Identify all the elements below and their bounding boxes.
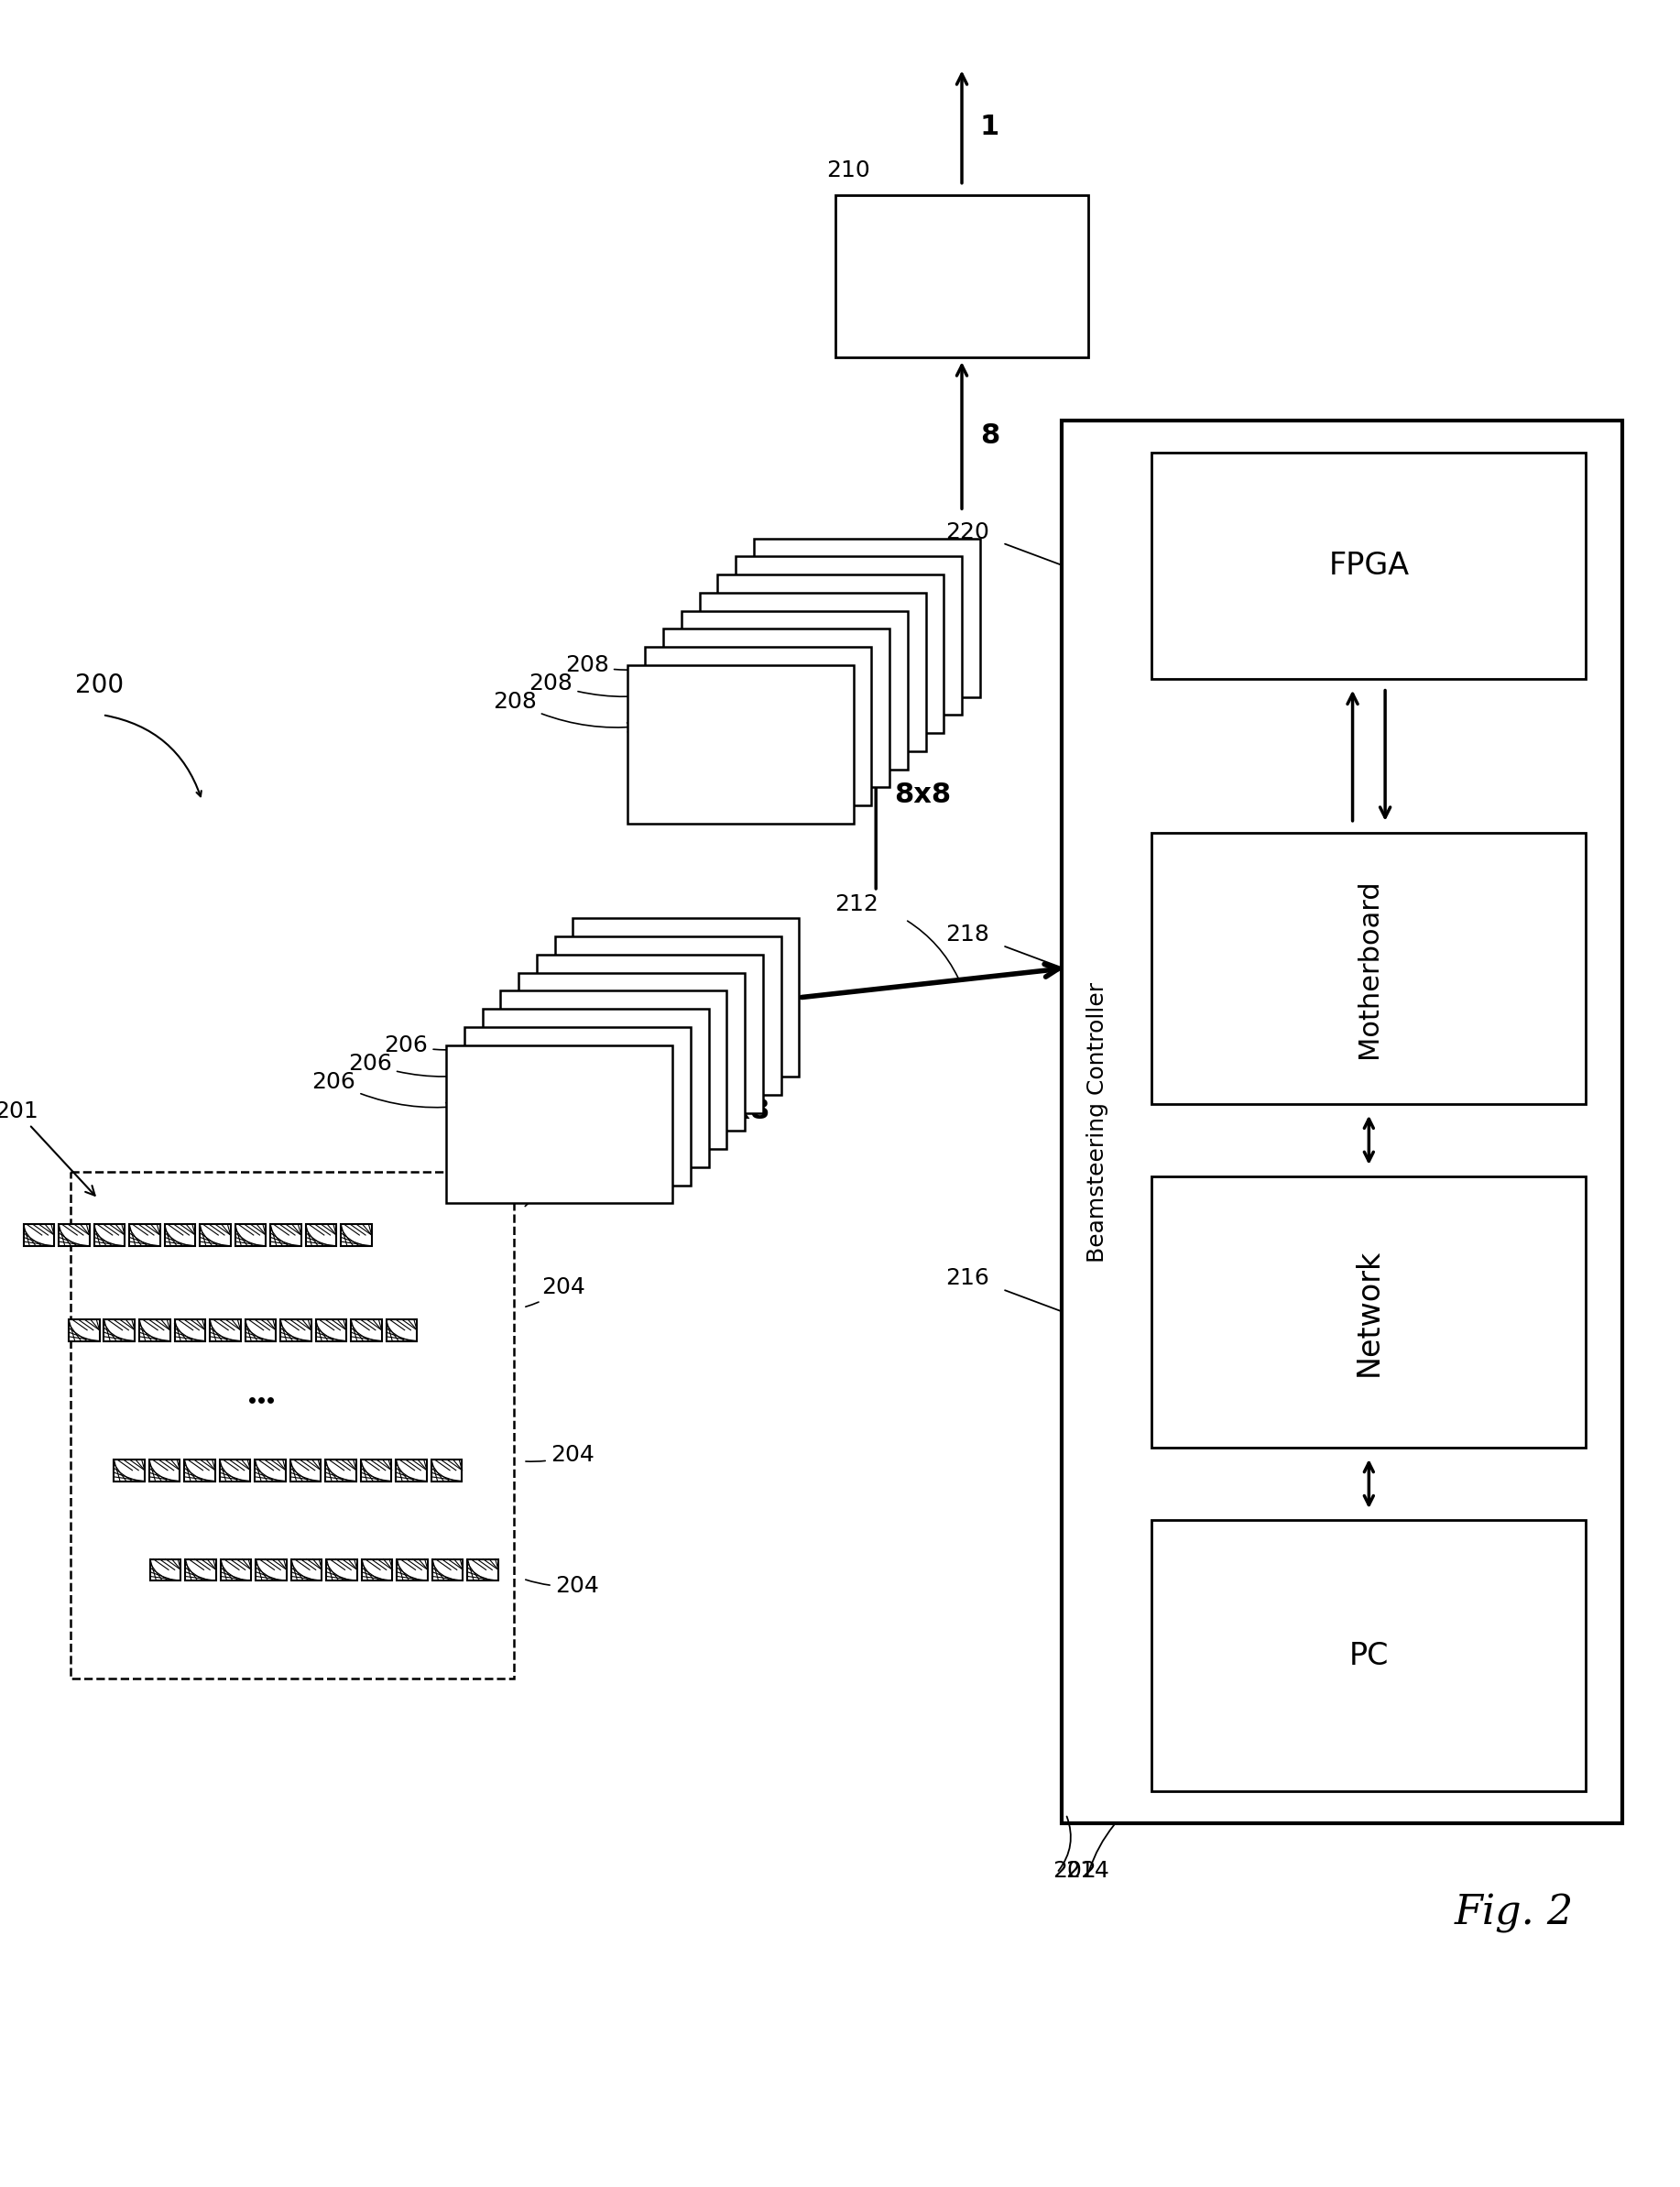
Bar — [536, 956, 763, 1113]
Text: 208: 208 — [564, 654, 709, 676]
Bar — [664, 630, 889, 787]
Bar — [255, 1459, 286, 1481]
Bar — [69, 1319, 99, 1341]
Bar — [139, 1319, 170, 1341]
Bar — [736, 555, 963, 715]
Bar — [235, 1225, 265, 1247]
Text: 204: 204 — [526, 1443, 595, 1465]
Text: Fig. 2: Fig. 2 — [1453, 1894, 1572, 1933]
Bar — [447, 1045, 672, 1203]
Text: 200: 200 — [76, 671, 124, 698]
Bar — [573, 919, 800, 1076]
Bar — [341, 1225, 371, 1247]
Bar — [386, 1319, 417, 1341]
Text: 204: 204 — [526, 1277, 585, 1308]
Text: 8: 8 — [979, 422, 1000, 448]
Bar — [129, 1225, 160, 1247]
Bar — [220, 1459, 250, 1481]
Text: 212: 212 — [835, 892, 879, 914]
Bar — [306, 1225, 336, 1247]
Bar — [1152, 1177, 1586, 1448]
Text: PC: PC — [1349, 1640, 1389, 1671]
Bar — [114, 1459, 144, 1481]
Bar — [220, 1559, 252, 1581]
Bar — [200, 1225, 230, 1247]
Bar — [185, 1559, 217, 1581]
Text: FPGA: FPGA — [1329, 551, 1410, 582]
Bar — [554, 936, 781, 1096]
Text: 201: 201 — [0, 1100, 94, 1196]
Bar — [270, 1225, 301, 1247]
Bar — [464, 1028, 690, 1185]
Bar — [210, 1319, 240, 1341]
Text: 220: 220 — [946, 521, 990, 542]
Text: 204: 204 — [526, 1575, 598, 1597]
Bar — [351, 1319, 381, 1341]
Bar — [682, 610, 907, 770]
Text: Motherboard: Motherboard — [1356, 879, 1383, 1059]
Text: 8x8: 8x8 — [894, 781, 951, 809]
Bar — [1152, 453, 1586, 678]
Text: 208: 208 — [492, 691, 637, 733]
Bar — [316, 1319, 346, 1341]
Bar — [501, 991, 727, 1148]
Bar — [185, 1459, 215, 1481]
Bar — [326, 1459, 356, 1481]
Text: 214: 214 — [1065, 1859, 1110, 1883]
Bar — [835, 195, 1089, 356]
Text: 218: 218 — [946, 923, 990, 945]
Bar — [519, 973, 744, 1131]
Bar — [699, 593, 926, 750]
Text: 206: 206 — [348, 1052, 492, 1078]
Bar — [396, 1459, 427, 1481]
Bar — [432, 1559, 464, 1581]
Bar — [24, 1225, 54, 1247]
Text: 204: 204 — [526, 1163, 571, 1207]
Bar — [326, 1559, 358, 1581]
Bar — [432, 1459, 462, 1481]
Bar — [361, 1559, 393, 1581]
Bar — [71, 1172, 514, 1677]
Bar — [291, 1459, 321, 1481]
Bar — [717, 575, 944, 733]
Bar — [291, 1559, 323, 1581]
Text: 1: 1 — [979, 114, 1000, 140]
Bar — [754, 538, 979, 698]
Bar — [94, 1225, 124, 1247]
Bar — [281, 1319, 311, 1341]
Bar — [245, 1319, 276, 1341]
Text: 202: 202 — [1052, 1859, 1095, 1883]
Text: 8x8: 8x8 — [712, 1098, 769, 1124]
Bar — [1152, 1520, 1586, 1791]
Bar — [645, 647, 872, 805]
Text: 206: 206 — [385, 1034, 528, 1056]
Bar — [150, 1559, 181, 1581]
Text: 210: 210 — [827, 160, 870, 182]
Bar — [150, 1459, 180, 1481]
Bar — [361, 1459, 391, 1481]
Bar — [165, 1225, 195, 1247]
Bar — [467, 1559, 499, 1581]
Bar — [396, 1559, 428, 1581]
Text: 206: 206 — [312, 1072, 455, 1111]
Bar — [1062, 420, 1623, 1824]
Bar — [255, 1559, 287, 1581]
Bar — [482, 1008, 709, 1168]
Bar — [104, 1319, 134, 1341]
Text: 208: 208 — [529, 674, 672, 698]
Text: 216: 216 — [946, 1268, 990, 1290]
Bar — [627, 665, 853, 824]
Text: Network: Network — [1354, 1249, 1384, 1376]
Bar — [1152, 833, 1586, 1104]
Bar — [59, 1225, 89, 1247]
Bar — [175, 1319, 205, 1341]
Text: Beamsteering Controller: Beamsteering Controller — [1087, 982, 1109, 1262]
